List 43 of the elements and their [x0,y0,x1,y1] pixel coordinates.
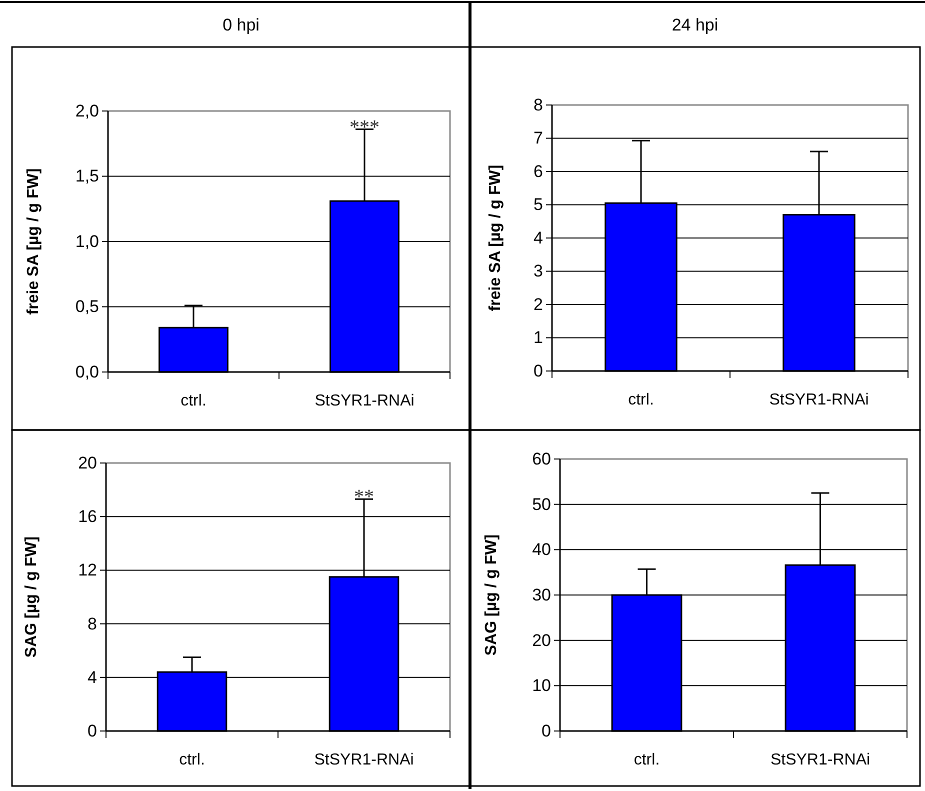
y-tick-label: 1,5 [75,166,99,186]
x-tick-label: StSYR1-RNAi [770,751,870,768]
y-tick-label: 8 [88,614,97,634]
y-tick-label: 20 [78,453,97,472]
x-tick-label: ctrl. [628,391,654,408]
y-tick-label: 2 [534,294,543,314]
y-tick-label: 16 [78,507,97,526]
annotation: *** [350,116,380,138]
y-axis-title: SAG [µg / g FW] [23,536,40,658]
y-tick-label: 12 [78,560,97,580]
x-tick-label: ctrl. [634,751,660,768]
y-tick-label: 4 [88,668,97,687]
x-tick-label: ctrl. [180,392,206,410]
y-tick-label: 4 [534,228,543,248]
y-tick-label: 30 [532,585,551,604]
y-tick-label: 2,0 [75,101,99,120]
y-tick-label: 1 [534,328,543,348]
y-tick-label: 5 [534,195,543,214]
y-tick-label: 40 [532,540,551,560]
y-tick-label: 3 [534,262,543,281]
annotation: ** [354,486,374,508]
y-tick-label: 60 [532,449,551,468]
y-tick-label: 0 [534,361,543,380]
y-tick-label: 0,0 [75,362,99,382]
y-tick-label: 0 [542,721,551,740]
x-tick-label: StSYR1-RNAi [314,392,414,410]
chart-title: 24 hpi [672,16,718,34]
y-tick-label: 1,0 [75,232,99,251]
chart-title: 0 hpi [222,16,260,34]
y-tick-label: 7 [534,128,543,148]
y-axis-title: freie SA [µg / g FW] [25,168,42,315]
y-tick-label: 50 [532,494,551,514]
x-tick-label: ctrl. [179,751,205,768]
x-tick-label: StSYR1-RNAi [314,751,414,768]
y-tick-label: 0 [88,721,97,740]
y-tick-label: 6 [534,162,543,181]
x-tick-label: StSYR1-RNAi [769,391,869,408]
y-axis-title: freie SA [µg / g FW] [487,164,504,312]
y-tick-label: 8 [534,95,543,114]
y-tick-label: 20 [532,630,551,650]
y-tick-label: 0,5 [75,297,99,316]
y-axis-title: SAG [µg / g FW] [483,534,500,656]
y-tick-label: 10 [532,676,551,696]
